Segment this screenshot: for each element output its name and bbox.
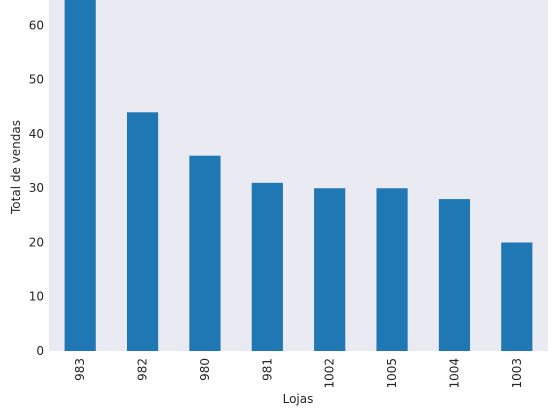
y-tick-label: 60	[29, 18, 44, 32]
bars-group	[64, 0, 533, 351]
x-tick-label: 983	[73, 358, 87, 381]
bar-1003	[501, 242, 533, 351]
y-tick-label: 0	[36, 344, 44, 358]
x-tick-label: 982	[136, 358, 150, 381]
bar-1002	[314, 188, 346, 351]
bar-1005	[376, 188, 408, 351]
y-tick-label: 50	[29, 73, 44, 87]
x-ticks-group: 983 982 980 981 1002 1005 1004 1003	[73, 358, 524, 389]
x-tick-label: 1004	[447, 358, 461, 389]
bar-980	[189, 155, 221, 351]
x-axis-label: Lojas	[283, 392, 314, 406]
bar-981	[251, 182, 283, 351]
y-tick-label: 40	[29, 127, 44, 141]
x-tick-label: 1002	[323, 358, 337, 389]
plot-area	[49, 0, 548, 351]
x-tick-label: 981	[260, 358, 274, 381]
y-ticks-group: 0 10 20 30 40 50 60	[29, 18, 44, 358]
y-tick-label: 30	[29, 181, 44, 195]
bar-983	[64, 0, 96, 351]
x-tick-label: 980	[198, 358, 212, 381]
x-tick-label: 1005	[385, 358, 399, 389]
bar-1004	[438, 199, 471, 351]
bar-982	[126, 112, 159, 351]
y-tick-label: 10	[29, 290, 44, 304]
x-tick-label: 1003	[510, 358, 524, 389]
y-axis-label: Total de vendas	[9, 120, 23, 215]
y-tick-label: 20	[29, 235, 44, 249]
